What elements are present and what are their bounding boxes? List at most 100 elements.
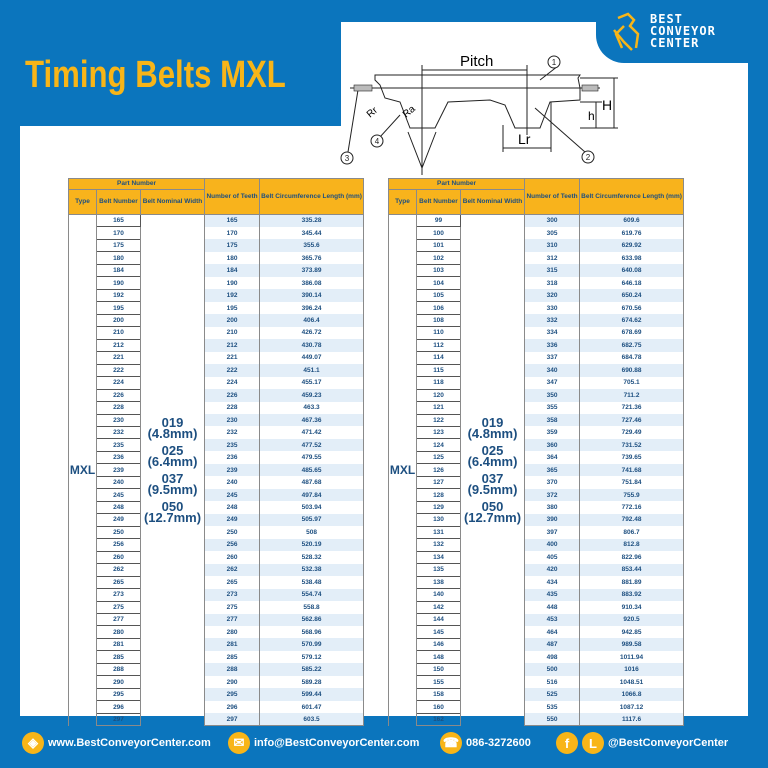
belt-number-header: Belt Number [416, 189, 461, 215]
length-cell: 727.46 [579, 414, 685, 427]
table-row: 120 350 711.2 [389, 388, 685, 403]
belt-number-cell: 165 [96, 213, 141, 228]
teeth-cell: 334 [524, 326, 581, 340]
width-mm: (6.4mm) [467, 454, 518, 470]
table-row: 130 390 792.48 [389, 513, 685, 527]
table-row: 124 360 731.52 [389, 438, 685, 452]
belt-spec-table-left: Part Number Number of Teeth Belt Circumf… [67, 178, 365, 727]
belt-number-cell: 120 [416, 388, 461, 403]
teeth-header: Number of Teeth [524, 178, 581, 215]
belt-number-cell: 170 [96, 226, 141, 240]
belt-number-cell: 129 [416, 500, 461, 515]
table-row: 102 312 633.98 [389, 251, 685, 265]
length-cell: 463.3 [259, 401, 365, 414]
belt-number-cell: 192 [96, 288, 141, 303]
belt-number-cell: 110 [416, 326, 461, 340]
belt-number-cell: 108 [416, 313, 461, 328]
teeth-cell: 397 [524, 526, 581, 539]
table-row: 132 400 812.8 [389, 538, 685, 552]
teeth-cell: 200 [204, 314, 261, 327]
belt-width-cell: 019 (4.8mm) 025 (6.4mm) 037 (9.5mm) 050 (12.7mm… [459, 214, 526, 726]
belt-profile-diagram: Pitch Rr Ra Lr h H 1 2 3 4 [340, 53, 618, 175]
length-cell: 487.68 [259, 476, 365, 489]
belt-number-cell: 105 [416, 288, 461, 303]
table-row: 170 170 345.44 [69, 226, 365, 240]
lr-label: Lr [518, 131, 531, 147]
length-cell: 532.38 [259, 563, 365, 577]
callout-1: 1 [552, 58, 557, 67]
pitch-label: Pitch [460, 53, 493, 70]
width-code: 019 [161, 415, 184, 431]
belt-number-cell: 290 [96, 675, 141, 689]
belt-width-header: Belt Nominal Width [139, 189, 206, 215]
teeth-cell: 453 [524, 613, 581, 626]
facebook-icon[interactable]: f [556, 732, 578, 754]
logo-line: CONVEYOR [650, 24, 716, 38]
part-number-header: Part Number [387, 178, 526, 190]
table-row: 112 336 682.75 [389, 338, 685, 353]
table-row: 232 232 471.42 [69, 425, 365, 440]
belt-number-cell: 128 [416, 488, 461, 502]
website-link[interactable]: ◈ www.BestConveyorCenter.com [22, 732, 211, 754]
teeth-cell: 330 [524, 301, 581, 315]
belt-number-cell: 104 [416, 276, 461, 290]
teeth-cell: 221 [204, 351, 261, 365]
length-cell: 390.14 [259, 289, 365, 302]
teeth-cell: 358 [524, 414, 581, 427]
teeth-cell: 260 [204, 551, 261, 564]
length-cell: 633.98 [579, 251, 685, 265]
length-cell: 508 [259, 526, 365, 539]
belt-number-cell: 232 [96, 425, 141, 440]
teeth-cell: 232 [204, 426, 261, 439]
length-cell: 459.23 [259, 389, 365, 402]
length-cell: 792.48 [579, 513, 685, 527]
teeth-cell: 500 [524, 663, 581, 676]
teeth-cell: 310 [524, 239, 581, 252]
social-links[interactable]: f L @BestConveyorCenter [556, 732, 728, 754]
teeth-cell: 248 [204, 501, 261, 514]
length-cell: 1087.12 [579, 700, 685, 714]
length-cell: 528.32 [259, 551, 365, 564]
belt-width-cell: 019 (4.8mm) 025 (6.4mm) 037 (9.5mm) 050 (12.7mm… [139, 214, 206, 726]
length-cell: 386.08 [259, 276, 365, 290]
length-cell: 772.16 [579, 501, 685, 514]
mail-icon: ✉ [228, 732, 250, 754]
email-link[interactable]: ✉ info@BestConveyorCenter.com [228, 732, 419, 754]
belt-number-cell: 144 [416, 612, 461, 627]
table-row: 129 380 772.16 [389, 500, 685, 515]
teeth-cell: 400 [524, 538, 581, 552]
teeth-cell: 364 [524, 451, 581, 464]
teeth-cell: 180 [204, 251, 261, 265]
belt-number-cell: 160 [416, 700, 461, 714]
belt-number-cell: 275 [96, 600, 141, 615]
table-row: 115 340 690.88 [389, 363, 685, 378]
table-row: 155 516 1048.51 [389, 675, 685, 689]
line-icon[interactable]: L [582, 732, 604, 754]
belt-number-header: Belt Number [96, 189, 141, 215]
length-cell: 554.74 [259, 588, 365, 602]
table-row: 101 310 629.92 [389, 238, 685, 253]
teeth-cell: 525 [524, 688, 581, 701]
part-number-header: Part Number [67, 178, 206, 190]
length-cell: 562.86 [259, 613, 365, 626]
phone-link[interactable]: ☎ 086-3272600 [440, 732, 531, 754]
width-option: 019 (4.8mm) [141, 415, 204, 440]
length-cell: 751.84 [579, 476, 685, 489]
table-row: 105 320 650.24 [389, 288, 685, 303]
logo-line: BEST [650, 12, 683, 26]
total-height-label: H [602, 97, 612, 113]
teeth-cell: 230 [204, 414, 261, 427]
length-cell: 505.97 [259, 513, 365, 527]
belt-number-cell: 235 [96, 438, 141, 452]
table-row: 295 295 599.44 [69, 687, 365, 702]
belt-number-cell: 200 [96, 313, 141, 328]
teeth-cell: 370 [524, 476, 581, 489]
belt-number-cell: 250 [96, 525, 141, 540]
teeth-cell: 285 [204, 650, 261, 664]
teeth-cell: 222 [204, 364, 261, 377]
belt-number-cell: 265 [96, 575, 141, 590]
teeth-cell: 295 [204, 688, 261, 701]
belt-spec-table-right: Part Number Number of Teeth Belt Circumf… [387, 178, 685, 727]
teeth-cell: 175 [204, 239, 261, 252]
width-code: 050 [481, 499, 504, 515]
